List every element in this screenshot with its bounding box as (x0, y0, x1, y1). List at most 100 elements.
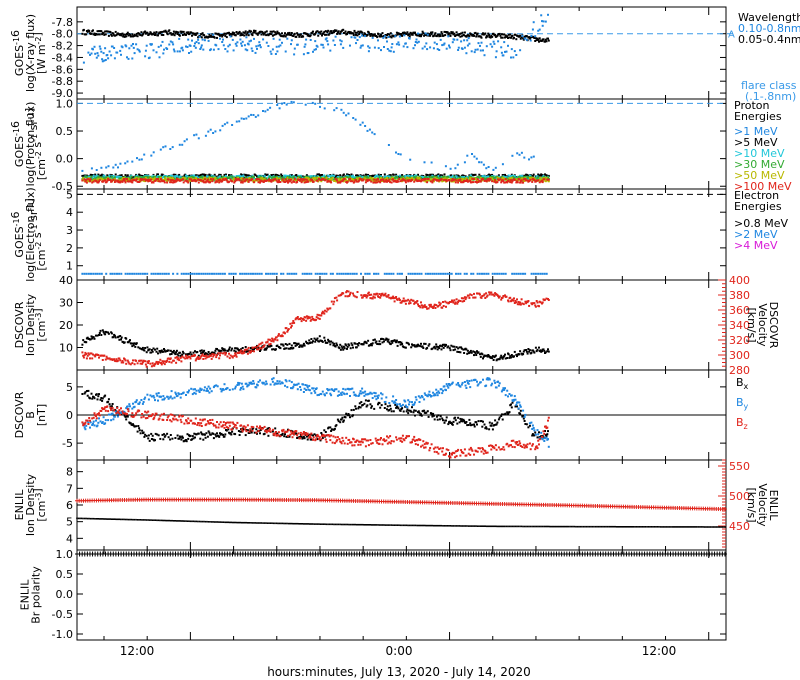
data-point-0-10-0-8nm (453, 32, 456, 35)
data-point--5-mev (266, 173, 269, 176)
data-point--100-mev (351, 180, 354, 183)
data-point--2-mev (349, 272, 352, 275)
data-point-0-05-0-4nm (276, 50, 279, 53)
data-point-density (307, 342, 310, 345)
data-point--5-mev (544, 173, 546, 176)
data-point-0-10-0-8nm (377, 33, 380, 36)
data-point--100-mev (219, 178, 221, 181)
data-point--2-mev (189, 272, 192, 275)
data-point--100-mev (186, 180, 189, 183)
data-point-0-10-0-8nm (234, 34, 237, 37)
data-point--100-mev (133, 179, 136, 182)
data-point-0-10-0-8nm (223, 32, 226, 35)
data-point-0-10-0-8nm (135, 34, 138, 37)
data-point--100-mev (113, 181, 116, 183)
data-point--100-mev (491, 180, 494, 183)
data-point-0-10-0-8nm (166, 33, 169, 36)
data-point--100-mev (303, 181, 306, 184)
data-point-velocity (468, 296, 471, 299)
data-point-0-10-0-8nm (507, 37, 509, 39)
data-point-0-10-0-8nm (287, 33, 290, 36)
data-point-0-10-0-8nm (153, 31, 156, 34)
data-point--100-mev (157, 178, 159, 180)
data-point-0-10-0-8nm (256, 33, 259, 36)
data-point-density (375, 340, 378, 343)
data-point-density (265, 347, 268, 350)
data-point-0-10-0-8nm (286, 33, 289, 36)
y-tick-label: -0.5 (52, 180, 73, 193)
data-point--5-mev (119, 174, 122, 177)
data-point--100-mev (209, 178, 212, 181)
data-point--10-mev (519, 175, 522, 178)
data-point--50-mev (462, 178, 465, 180)
data-point--1-mev (482, 163, 485, 166)
data-point-velocity (197, 356, 200, 358)
data-point-velocity (120, 361, 123, 364)
data-point--5-mev (474, 173, 477, 176)
data-point-0-10-0-8nm (246, 31, 249, 34)
data-point-density (114, 336, 117, 339)
data-point-density (544, 351, 547, 354)
data-point-density (238, 349, 241, 352)
data-point-velocity (455, 298, 458, 301)
data-point-0-05-0-4nm (217, 48, 220, 51)
data-point--2-mev (252, 272, 254, 275)
data-point-velocity (234, 352, 237, 355)
data-point--100-mev (466, 178, 469, 181)
data-point-0-10-0-8nm (538, 40, 540, 43)
data-point-density (342, 345, 345, 348)
data-point--50-mev (329, 178, 332, 181)
data-point--1-mev (345, 114, 348, 117)
data-point--100-mev (173, 181, 176, 184)
data-point-0-10-0-8nm (190, 31, 193, 34)
data-point-0-10-0-8nm (188, 32, 191, 35)
data-point-velocity (191, 355, 193, 358)
data-point-0-05-0-4nm (398, 35, 401, 38)
data-point-0-10-0-8nm (88, 30, 91, 32)
data-point--100-mev (234, 177, 237, 180)
data-point-0-05-0-4nm (279, 44, 282, 47)
data-point--2-mev (522, 272, 524, 275)
data-point--2-mev (100, 272, 103, 275)
data-point--1-mev (444, 165, 447, 168)
data-point--100-mev (172, 179, 175, 182)
data-point-0-10-0-8nm (250, 30, 252, 33)
data-point-density (175, 351, 178, 354)
data-point-0-05-0-4nm (188, 52, 190, 54)
data-point-0-05-0-4nm (106, 54, 109, 56)
data-point--50-mev (521, 177, 524, 180)
data-point-0-05-0-4nm (360, 44, 363, 47)
data-point--100-mev (277, 181, 280, 184)
data-point-density (501, 357, 504, 360)
data-point-0-05-0-4nm (309, 39, 312, 41)
data-point-density (315, 338, 318, 341)
data-point-0-05-0-4nm (259, 46, 262, 49)
data-point-velocity (400, 301, 403, 304)
data-point--1-mev (368, 128, 371, 131)
data-point-density (295, 342, 298, 345)
data-point--5-mev (450, 174, 453, 177)
data-point--30-mev (401, 175, 404, 178)
data-point-velocity (434, 307, 437, 309)
data-point-velocity (514, 299, 517, 302)
data-point--30-mev (272, 176, 275, 179)
data-point-0-05-0-4nm (503, 41, 506, 44)
data-point--10-mev (108, 174, 111, 177)
data-point--50-mev (99, 177, 102, 180)
data-point-density (477, 351, 480, 354)
data-point-density (543, 349, 546, 352)
data-point-velocity (175, 361, 178, 364)
data-point--10-mev (292, 175, 295, 177)
data-point--100-mev (513, 178, 516, 181)
data-point-velocity (520, 298, 523, 301)
data-point-0-05-0-4nm (500, 51, 503, 54)
data-point--30-mev (240, 179, 243, 182)
data-point--5-mev (334, 176, 337, 179)
data-point-density (280, 343, 283, 346)
data-point--2-mev (366, 272, 369, 275)
data-point--10-mev (263, 174, 266, 177)
data-point-velocity (167, 357, 170, 360)
data-point-density (137, 346, 140, 349)
data-point-0-05-0-4nm (162, 52, 165, 55)
data-point-velocity (272, 340, 275, 343)
